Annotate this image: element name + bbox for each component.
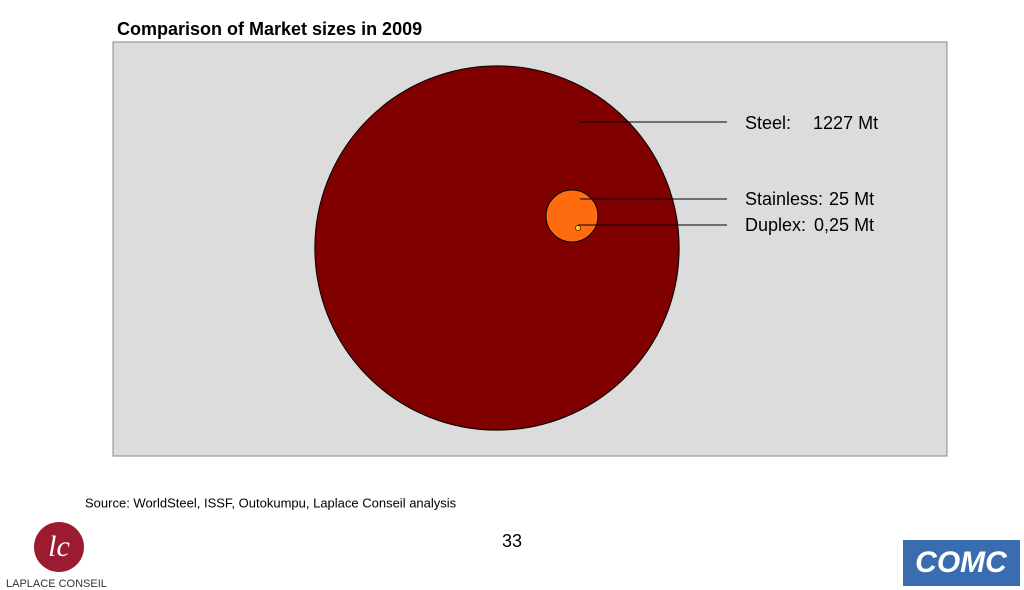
bubble-name: Stainless: bbox=[745, 189, 823, 209]
logo-box bbox=[903, 540, 1020, 586]
logo-name: LAPLACE CONSEIL bbox=[6, 578, 107, 590]
bubble-value-label: 25 Mt bbox=[829, 189, 874, 209]
bubble bbox=[314, 65, 680, 431]
logo-mark: lc bbox=[48, 530, 70, 563]
logo-comc: COMC bbox=[915, 546, 1008, 579]
bubble-value-label: 1227 Mt bbox=[813, 113, 878, 133]
page-number: 33 bbox=[502, 531, 522, 551]
bubble bbox=[575, 225, 581, 231]
logo-circle bbox=[34, 522, 84, 572]
source-note: Source: WorldSteel, ISSF, Outokumpu, Lap… bbox=[85, 495, 457, 510]
bubble bbox=[545, 189, 599, 243]
bubble-name: Duplex: bbox=[745, 215, 806, 235]
chart-title: Comparison of Market sizes in 2009 bbox=[117, 19, 422, 39]
bubble-value-label: 0,25 Mt bbox=[814, 215, 874, 235]
bubble-name: Steel: bbox=[745, 113, 791, 133]
